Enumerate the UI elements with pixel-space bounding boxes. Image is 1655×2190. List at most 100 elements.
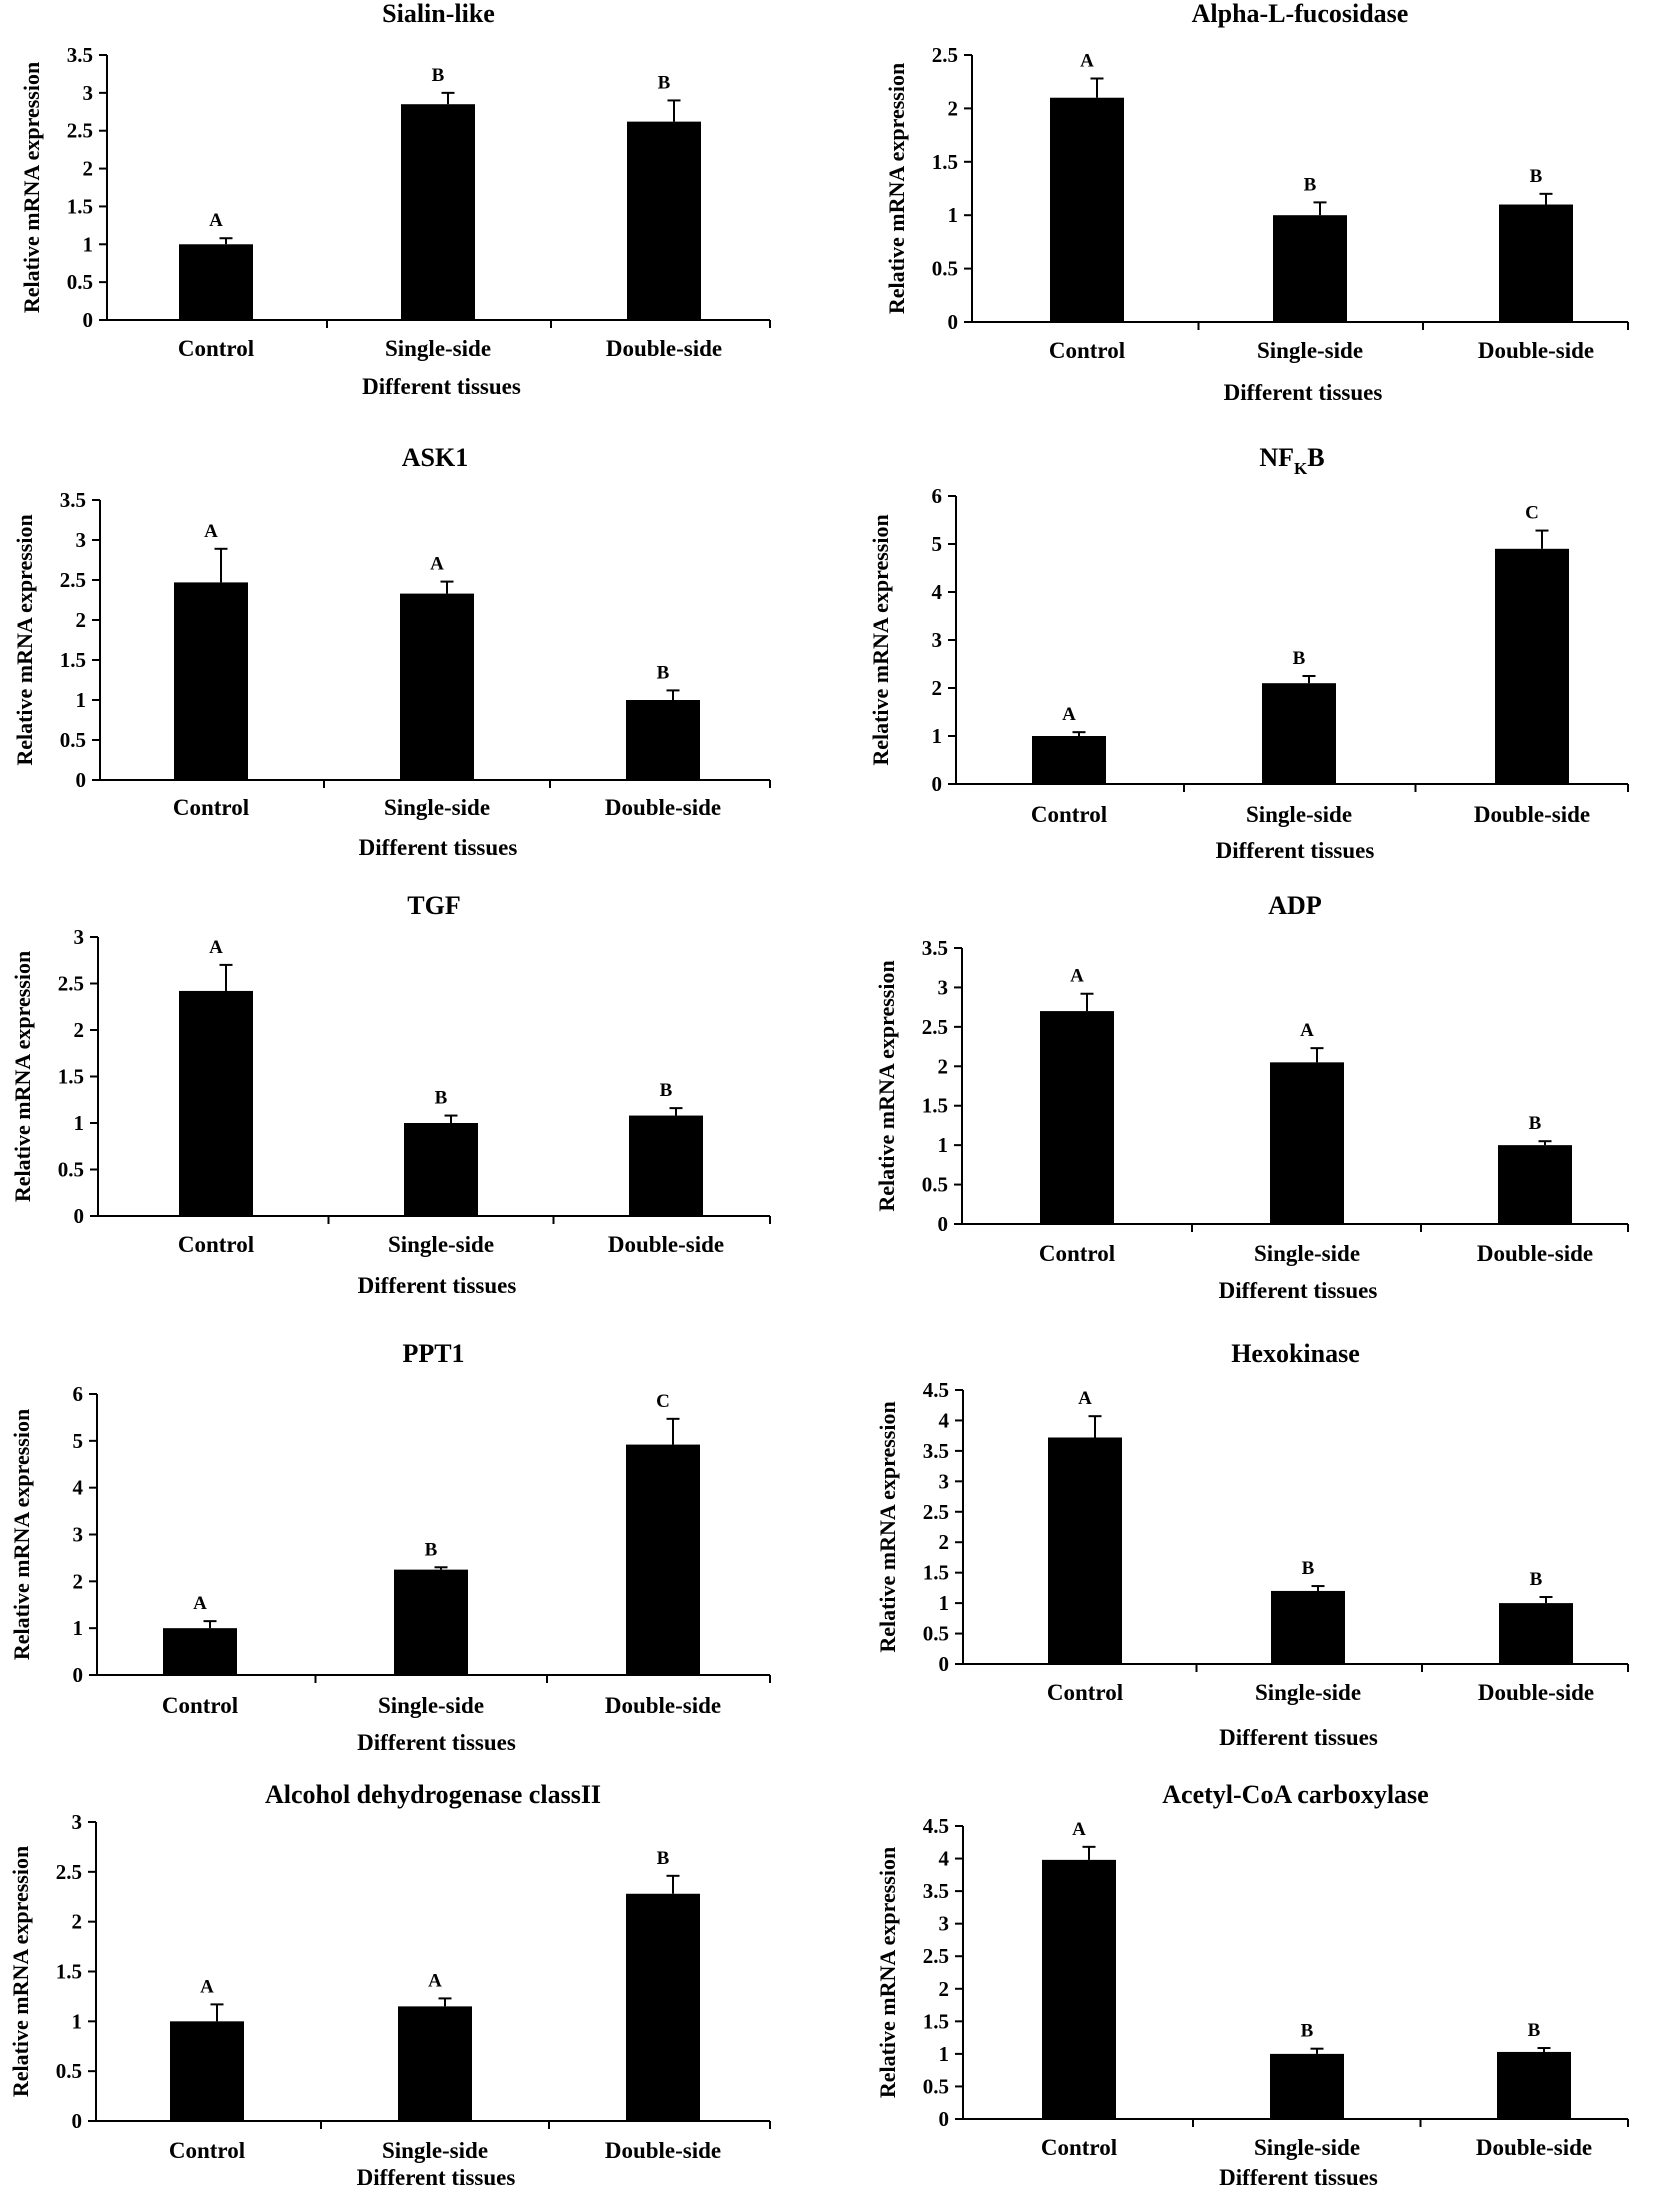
- bar-double-side: [1499, 1603, 1573, 1664]
- significance-letter: A: [193, 1593, 207, 1614]
- y-tick-label: 0: [932, 772, 943, 796]
- chart-title-main: ASK1: [402, 443, 468, 472]
- y-tick-label: 0.5: [923, 1622, 949, 1646]
- chart-title-main: NF: [1259, 443, 1294, 472]
- x-axis-label: Different tissues: [357, 1730, 516, 1755]
- x-category-label: Control: [1047, 1680, 1123, 1705]
- y-tick-label: 1: [76, 688, 87, 712]
- bar-double-side: [626, 1444, 700, 1675]
- y-tick-label: 4: [73, 1476, 84, 1500]
- bar-single-side: [1273, 215, 1347, 322]
- x-category-label: Double-side: [608, 1232, 724, 1257]
- x-category-label: Double-side: [605, 795, 721, 820]
- y-tick-label: 2.5: [923, 1500, 949, 1524]
- y-tick-label: 1.5: [58, 1065, 84, 1089]
- y-tick-label: 3: [932, 628, 943, 652]
- x-category-label: Control: [178, 1232, 254, 1257]
- x-category-label: Double-side: [1474, 802, 1590, 827]
- significance-letter: B: [1529, 1113, 1542, 1134]
- y-tick-label: 0.5: [60, 728, 86, 752]
- chart-title-main: Alpha-L-fucosidase: [1192, 0, 1409, 28]
- chart-title-main: PPT1: [402, 1339, 464, 1368]
- y-tick-label: 1: [938, 1133, 949, 1157]
- significance-letter: A: [204, 521, 218, 542]
- y-tick-label: 1: [73, 1616, 84, 1640]
- x-category-label: Single-side: [1257, 338, 1363, 363]
- y-axis-label: Relative mRNA expression: [884, 63, 909, 314]
- bar-double-side: [1497, 2051, 1571, 2119]
- y-axis-label: Relative mRNA expression: [874, 960, 899, 1211]
- chart-panel-10: Acetyl-CoA carboxylase 0 0.5 1 1.5 2 2.5 3 3.5 4 4…: [875, 1780, 1629, 2190]
- bar-single-side: [400, 593, 474, 780]
- y-tick-label: 2: [72, 1910, 83, 1934]
- y-tick-label: 0.5: [67, 270, 93, 294]
- x-category-label: Single-side: [384, 795, 490, 820]
- significance-letter: B: [435, 1088, 448, 1109]
- y-tick-label: 2.5: [58, 972, 84, 996]
- y-axis-label: Relative mRNA expression: [868, 514, 893, 765]
- significance-letter: A: [1078, 1388, 1092, 1409]
- significance-letter: B: [1293, 648, 1306, 669]
- significance-letter: B: [1530, 1569, 1543, 1590]
- x-category-label: Double-side: [1478, 1680, 1594, 1705]
- bar-single-side: [1262, 683, 1336, 784]
- y-tick-label: 0.5: [922, 1173, 948, 1197]
- x-category-label: Double-side: [606, 336, 722, 361]
- significance-letter: A: [1300, 1020, 1314, 1041]
- chart-title-main: Acetyl-CoA carboxylase: [1162, 1780, 1428, 1809]
- bar-control: [179, 244, 253, 320]
- y-tick-label: 3.5: [923, 1879, 949, 1903]
- x-axis-label: Different tissues: [1219, 1725, 1378, 1750]
- y-tick-label: 2.5: [923, 1944, 949, 1968]
- x-category-label: Single-side: [385, 336, 491, 361]
- bar-control: [1040, 1011, 1114, 1224]
- bar-double-side: [1495, 548, 1569, 784]
- y-tick-label: 1.5: [932, 150, 958, 174]
- x-axis-label: Different tissues: [359, 835, 518, 860]
- x-category-label: Single-side: [388, 1232, 494, 1257]
- chart-title: TGF: [407, 891, 460, 920]
- y-tick-label: 1.5: [923, 1561, 949, 1585]
- x-category-label: Single-side: [382, 2138, 488, 2163]
- x-category-label: Control: [169, 2138, 245, 2163]
- y-tick-label: 1.5: [922, 1094, 948, 1118]
- y-tick-label: 0: [72, 2109, 83, 2133]
- bar-single-side: [401, 104, 475, 320]
- chart-title-suffix: II: [581, 1780, 601, 1809]
- x-category-label: Single-side: [1254, 1241, 1360, 1266]
- y-axis-label: Relative mRNA expression: [875, 1401, 900, 1652]
- x-category-label: Control: [1041, 2135, 1117, 2160]
- chart-title-subscript: K: [1294, 459, 1308, 478]
- x-axis-label: Different tissues: [357, 2165, 516, 2190]
- significance-letter: A: [1070, 966, 1084, 987]
- y-tick-label: 0.5: [932, 257, 958, 281]
- bar-control: [179, 990, 253, 1216]
- significance-letter: B: [658, 72, 671, 93]
- y-tick-label: 1: [939, 1591, 950, 1615]
- chart-title: Acetyl-CoA carboxylase: [1162, 1780, 1428, 1809]
- bar-double-side: [629, 1115, 703, 1216]
- x-category-label: Double-side: [1478, 338, 1594, 363]
- y-tick-label: 2.5: [922, 1015, 948, 1039]
- significance-letter: B: [432, 65, 445, 86]
- significance-letter: A: [428, 1970, 442, 1991]
- y-tick-label: 0.5: [56, 2059, 82, 2083]
- y-tick-label: 2: [932, 676, 943, 700]
- chart-title-main: Sialin-like: [382, 0, 495, 28]
- y-tick-label: 4.5: [923, 1814, 949, 1838]
- x-axis-label: Different tissues: [1216, 838, 1375, 863]
- bar-double-side: [627, 121, 701, 320]
- chart-panel-6: ADP 0 0.5 1 1.5 2 2.5 3 3.5 Relative mRNA express…: [874, 891, 1629, 1303]
- chart-title-main: Alcohol dehydrogenase class: [265, 1780, 581, 1809]
- bar-double-side: [626, 1893, 700, 2121]
- y-tick-label: 1: [83, 232, 94, 256]
- y-tick-label: 0: [938, 1212, 949, 1236]
- y-tick-label: 1: [948, 203, 959, 227]
- significance-letter: A: [1080, 50, 1094, 71]
- bar-single-side: [1271, 1590, 1345, 1664]
- y-tick-label: 0: [939, 1652, 950, 1676]
- y-tick-label: 3.5: [923, 1439, 949, 1463]
- significance-letter: B: [1530, 166, 1543, 187]
- y-tick-label: 3: [76, 528, 87, 552]
- y-tick-label: 6: [73, 1382, 84, 1406]
